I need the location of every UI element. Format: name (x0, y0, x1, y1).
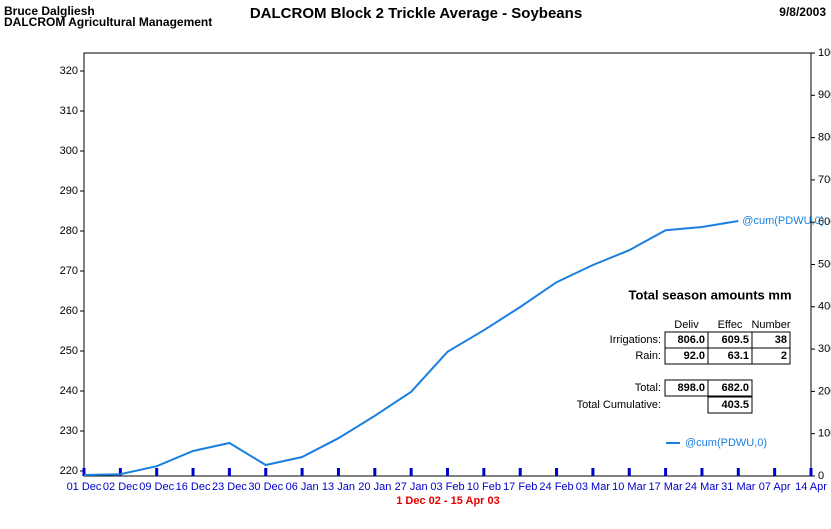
x-tick-label: 06 Jan (286, 481, 319, 493)
y2-tick-label: 800 (818, 132, 831, 144)
x-tick (155, 468, 159, 476)
x-tick (336, 468, 340, 476)
table-cell (707, 396, 753, 414)
y-tick-label: 290 (60, 185, 78, 197)
x-tick-label: 24 Feb (539, 481, 573, 493)
x-tick (773, 468, 777, 476)
table-header: Effec (718, 319, 743, 331)
x-tick-label: 17 Feb (503, 481, 537, 493)
table-header: Deliv (674, 319, 699, 331)
x-tick (191, 468, 195, 476)
x-tick (82, 468, 86, 476)
x-tick (555, 468, 559, 476)
x-tick (700, 468, 704, 476)
x-tick (591, 468, 595, 476)
y-tick-label: 250 (60, 345, 78, 357)
table-value: 63.1 (728, 350, 749, 362)
x-tick (809, 468, 813, 476)
y2-tick-label: 600 (818, 216, 831, 228)
x-tick (373, 468, 377, 476)
x-tick-label: 02 Dec (103, 481, 138, 493)
table-row-label: Total Cumulative: (577, 399, 661, 411)
chart-title: DALCROM Block 2 Trickle Average - Soybea… (250, 5, 582, 22)
table-row-label: Rain: (635, 350, 661, 362)
table-title: Total season amounts mm (628, 287, 791, 302)
table-row-label: Total: (635, 382, 661, 394)
x-tick-label: 13 Jan (322, 481, 355, 493)
table-value: 2 (781, 350, 787, 362)
x-tick-label: 24 Mar (685, 481, 720, 493)
y-tick-label: 230 (60, 425, 78, 437)
table-value: 38 (775, 334, 787, 346)
y2-tick-label: 0 (818, 470, 824, 482)
date: 9/8/2003 (779, 5, 826, 19)
x-tick (627, 468, 631, 476)
x-tick-label: 20 Jan (358, 481, 391, 493)
x-tick-label: 31 Mar (721, 481, 756, 493)
x-tick-label: 01 Dec (67, 481, 102, 493)
table-value: 898.0 (677, 382, 705, 394)
x-tick (518, 468, 522, 476)
table-cell (707, 379, 753, 397)
table-value: 92.0 (684, 350, 705, 362)
x-tick-label: 03 Feb (430, 481, 464, 493)
y-tick-label: 280 (60, 225, 78, 237)
x-tick (300, 468, 304, 476)
x-tick (409, 468, 413, 476)
x-tick (118, 468, 122, 476)
table-header: Number (751, 319, 790, 331)
y2-tick-label: 500 (818, 258, 831, 270)
x-tick-label: 03 Mar (576, 481, 611, 493)
y2-tick-label: 200 (818, 385, 831, 397)
y-tick-label: 300 (60, 145, 78, 157)
y-tick-label: 270 (60, 265, 78, 277)
x-tick (736, 468, 740, 476)
legend-label: @cum(PDWU,0) (685, 437, 767, 449)
x-tick-label: 07 Apr (759, 481, 791, 493)
x-tick-label: 10 Feb (467, 481, 501, 493)
y2-tick-label: 700 (818, 174, 831, 186)
x-tick-label: 30 Dec (248, 481, 283, 493)
x-tick-label: 14 Apr (795, 481, 827, 493)
y2-tick-label: 300 (818, 343, 831, 355)
x-tick-label: 10 Mar (612, 481, 647, 493)
x-tick (264, 468, 268, 476)
line-end-label: @cum(PDWU,0) (742, 215, 824, 227)
table-value: 609.5 (721, 334, 749, 346)
x-tick-label: 23 Dec (212, 481, 247, 493)
x-tick-label: 27 Jan (395, 481, 428, 493)
author: Bruce Dalgliesh (4, 4, 95, 18)
x-tick (227, 468, 231, 476)
organization: DALCROM Agricultural Management (4, 15, 212, 29)
y2-tick-label: 900 (818, 89, 831, 101)
x-tick (446, 468, 449, 476)
table-value: 806.0 (677, 334, 705, 346)
table-row-label: Irrigations: (610, 334, 661, 346)
table-cell (751, 347, 791, 365)
plot-frame (83, 52, 812, 477)
x-tick (482, 468, 486, 476)
table-value: 403.5 (721, 399, 749, 411)
y-tick-label: 240 (60, 385, 78, 397)
x-tick-label: 09 Dec (139, 481, 174, 493)
y2-tick-label: 400 (818, 301, 831, 313)
table-value: 682.0 (721, 382, 749, 394)
y2-tick-label: 1000 (818, 47, 831, 59)
data-line (83, 220, 739, 476)
x-tick-label: 17 Mar (648, 481, 683, 493)
y-tick-label: 320 (60, 65, 78, 77)
x-axis-label: 1 Dec 02 - 15 Apr 03 (396, 495, 500, 507)
y-tick-label: 220 (60, 465, 78, 477)
y-tick-label: 260 (60, 305, 78, 317)
y2-tick-label: 100 (818, 428, 831, 440)
x-tick-label: 16 Dec (176, 481, 211, 493)
x-tick (664, 468, 668, 476)
y-tick-label: 310 (60, 105, 78, 117)
